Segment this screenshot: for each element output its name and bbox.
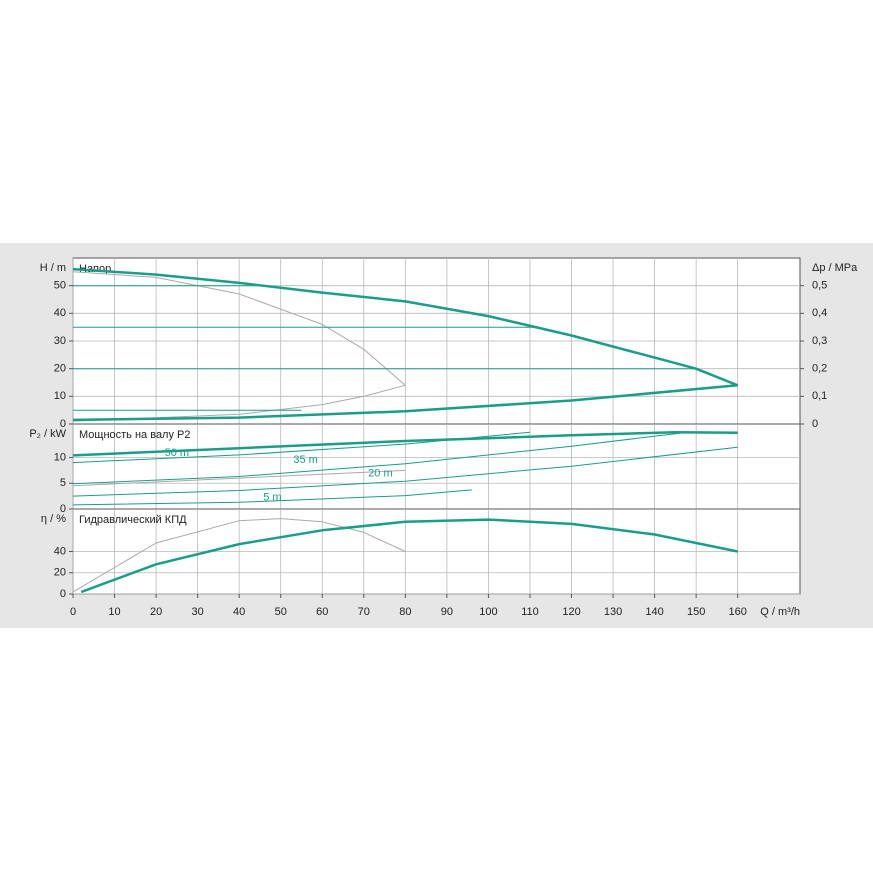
plot-area (72, 423, 801, 510)
x-tick-label: 10 (108, 606, 120, 618)
x-tick-label: 130 (604, 606, 622, 618)
curve (72, 518, 406, 593)
y-axis-label: H / m (40, 262, 66, 274)
x-tick-label: 90 (441, 606, 453, 618)
annotation: 5 m (263, 492, 281, 504)
x-tick-label: 80 (399, 606, 411, 618)
y-axis-label: P₂ / kW (29, 428, 66, 440)
curve (72, 384, 406, 422)
x-tick-label: 110 (521, 606, 539, 618)
x-tick-label: 150 (687, 606, 705, 618)
y2-tick-label: 0,2 (812, 363, 827, 375)
y-tick-label: 40 (54, 545, 66, 557)
curve (72, 430, 738, 457)
x-tick-label: 140 (645, 606, 663, 618)
x-tick-label: 60 (316, 606, 328, 618)
curve (80, 518, 738, 594)
curve (72, 267, 739, 387)
y2-tick-label: 0,5 (812, 280, 827, 292)
x-tick-label: 0 (70, 606, 76, 618)
y-tick-label: 40 (54, 307, 66, 319)
y-tick-label: 50 (54, 280, 66, 292)
x-tick-label: 120 (562, 606, 580, 618)
y-tick-label: 10 (54, 390, 66, 402)
y-tick-label: 10 (54, 451, 66, 463)
x-tick-label: 20 (150, 606, 162, 618)
y-tick-label: 0 (60, 418, 66, 430)
x-tick-label: 50 (275, 606, 287, 618)
curve (72, 469, 406, 487)
curve (72, 446, 738, 497)
y-tick-label: 30 (54, 335, 66, 347)
y-axis-label: η / % (41, 513, 66, 525)
curve (72, 489, 472, 506)
y2-tick-label: 0 (812, 418, 818, 430)
panel-label: Гидравлический КПД (79, 514, 187, 526)
x-tick-label: 70 (358, 606, 370, 618)
y2-axis-label: Δp / MPa (812, 262, 858, 274)
annotation: 50 m (165, 447, 189, 459)
curve (72, 384, 738, 422)
curve (72, 271, 406, 386)
y-tick-label: 20 (54, 567, 66, 579)
x-tick-label: 100 (479, 606, 497, 618)
x-tick-label: 40 (233, 606, 245, 618)
curve (72, 431, 688, 485)
y2-tick-label: 0,3 (812, 335, 827, 347)
x-tick-label: 160 (729, 606, 747, 618)
x-axis-label: Q / m³/h (760, 606, 800, 618)
y-tick-label: 0 (60, 588, 66, 600)
annotation: 20 m (368, 467, 392, 479)
x-tick-label: 30 (192, 606, 204, 618)
panel-label: Мощность на валу P2 (79, 429, 191, 441)
y2-tick-label: 0,1 (812, 390, 827, 402)
y-tick-label: 5 (60, 477, 66, 489)
y-tick-label: 20 (54, 363, 66, 375)
y-tick-label: 0 (60, 503, 66, 515)
annotation: 35 m (293, 454, 317, 466)
y2-tick-label: 0,4 (812, 307, 827, 319)
